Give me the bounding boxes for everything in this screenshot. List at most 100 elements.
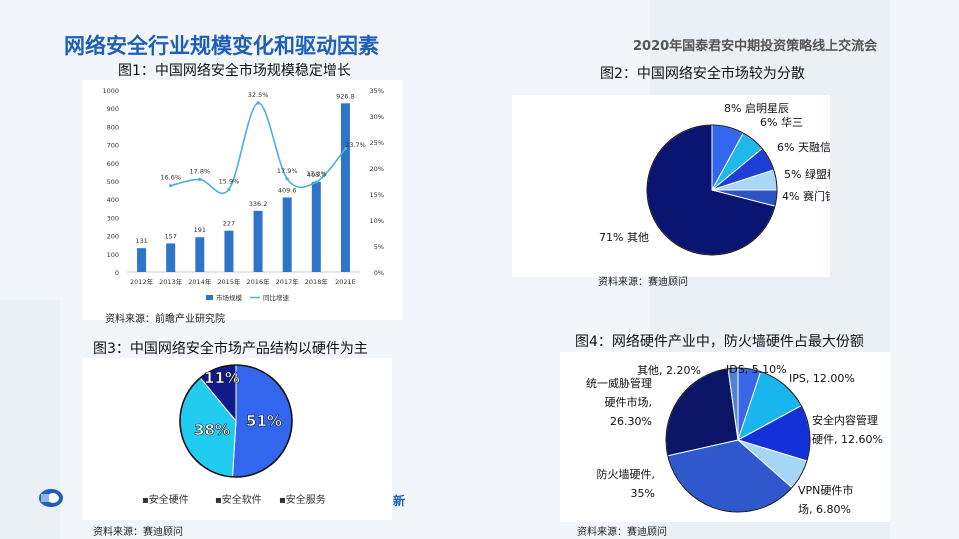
bar bbox=[340, 103, 350, 272]
pie-label: 场, 6.80% bbox=[798, 502, 851, 516]
pie-label: 5% 绿盟科技 bbox=[784, 167, 830, 181]
pie-outline bbox=[665, 367, 811, 513]
bar bbox=[224, 230, 234, 272]
bar-value-label: 495.2 bbox=[307, 171, 326, 179]
bar bbox=[253, 210, 263, 272]
pie-label: 防火墙硬件, bbox=[597, 467, 656, 481]
fig1-source: 资料来源：前瞻产业研究院 bbox=[105, 314, 225, 325]
pie-label: 其他, 2.20% bbox=[637, 364, 701, 377]
y-tick-label: 200 bbox=[107, 233, 119, 241]
bar-value-label: 336.2 bbox=[249, 200, 268, 208]
x-tick-label: 2017年 bbox=[276, 277, 300, 286]
y-tick-label: 900 bbox=[107, 105, 119, 113]
y-tick-label: 300 bbox=[107, 214, 119, 222]
x-tick-label: 2018年 bbox=[305, 277, 329, 286]
pie-label: 51% bbox=[246, 412, 282, 430]
pie-outline bbox=[646, 124, 778, 256]
pie-label: 6% 天融信 bbox=[777, 141, 830, 154]
growth-value-label: 17.8% bbox=[189, 167, 210, 175]
pie-slice bbox=[665, 368, 739, 457]
pie-label: 71% 其他 bbox=[599, 231, 649, 244]
footer-fragment: 新 bbox=[393, 494, 406, 508]
pie-label: 硬件市场, bbox=[605, 395, 653, 409]
pie-label: IDS, 5.10% bbox=[726, 363, 787, 376]
company-logo-icon bbox=[38, 488, 64, 508]
y-tick-label: 800 bbox=[107, 123, 119, 131]
pie-label: 6% 华三 bbox=[760, 115, 803, 129]
y2-tick-label: 25% bbox=[370, 139, 384, 147]
growth-value-label: 32.5% bbox=[248, 91, 269, 99]
fig3-title: 图3：中国网络安全市场产品结构以硬件为主 bbox=[93, 341, 368, 357]
pie-label: 38% bbox=[194, 421, 230, 439]
x-tick-label: 2016年 bbox=[247, 277, 271, 286]
bar bbox=[282, 197, 292, 272]
pie-label: 安全内容管理 bbox=[812, 413, 878, 427]
y2-tick-label: 10% bbox=[370, 217, 384, 225]
pie-label: 统一威胁管理 bbox=[586, 376, 652, 390]
fig2-source: 资料来源：赛迪顾问 bbox=[598, 277, 688, 288]
growth-value-label: 23.7% bbox=[345, 141, 366, 149]
bar-value-label: 227 bbox=[223, 220, 235, 228]
y-tick-label: 1000 bbox=[102, 87, 119, 95]
y2-tick-label: 0% bbox=[374, 269, 384, 277]
fig4-title: 图4：网络硬件产业中，防火墙硬件占最大份额 bbox=[575, 334, 864, 350]
growth-value-label: 15.9% bbox=[219, 177, 240, 185]
y2-tick-label: 20% bbox=[370, 165, 384, 173]
pie-label: VPN硬件市 bbox=[798, 483, 853, 497]
x-tick-label: 2013年 bbox=[159, 277, 183, 286]
pie-label: 硬件, 12.60% bbox=[812, 433, 883, 446]
legend-line-label: 同比增速 bbox=[263, 293, 290, 302]
bar-value-label: 131 bbox=[135, 237, 147, 245]
y-tick-label: 600 bbox=[107, 160, 119, 168]
bar bbox=[311, 181, 321, 272]
y2-tick-label: 15% bbox=[370, 191, 384, 199]
fig1-chart: 0 100 200 300 400 500 600 700 800 900 1000 0% 5% 10% 1… bbox=[102, 87, 384, 302]
growth-point bbox=[227, 187, 231, 191]
pie-outline bbox=[179, 364, 293, 478]
growth-value-label: 16.6% bbox=[160, 174, 181, 182]
growth-value-label: 17.9% bbox=[277, 167, 298, 175]
bar bbox=[137, 248, 147, 272]
growth-point bbox=[198, 177, 202, 182]
x-tick-label: 2015年 bbox=[217, 277, 241, 286]
y-tick-label: 100 bbox=[107, 251, 119, 259]
bar bbox=[195, 237, 205, 272]
y-tick-label: 400 bbox=[107, 196, 119, 204]
growth-point bbox=[343, 147, 348, 151]
page-subtitle: 2020年国泰君安中期投资策略线上交流会 bbox=[633, 39, 878, 54]
bar-value-label: 157 bbox=[164, 232, 176, 240]
pie-label: IPS, 12.00% bbox=[789, 372, 855, 385]
x-tick-label: 2014年 bbox=[188, 277, 212, 286]
fig4-source: 资料来源：赛迪顾问 bbox=[577, 527, 667, 538]
fig1-title: 图1：中国网络安全市场规模稳定增长 bbox=[118, 63, 351, 79]
growth-point bbox=[285, 177, 289, 181]
growth-value-label: 17.3% bbox=[306, 170, 327, 178]
y2-tick-label: 35% bbox=[370, 87, 384, 95]
growth-point bbox=[256, 101, 260, 105]
fig3-chart: 51% 38% 11% ▪安全硬件 ▪安全软件 ▪安全服务 bbox=[142, 364, 326, 506]
bar-value-label: 409.6 bbox=[278, 186, 297, 194]
fig2-title: 图2：中国网络安全市场较为分散 bbox=[600, 66, 805, 82]
pie-label: 35% bbox=[631, 487, 655, 500]
y-tick-label: 0 bbox=[115, 269, 119, 277]
growth-point bbox=[169, 184, 173, 188]
legend-bar-label: 市场规模 bbox=[216, 293, 243, 302]
y2-tick-label: 5% bbox=[374, 243, 384, 251]
pie-label: 8% 启明星辰 bbox=[724, 102, 789, 115]
pie-legend-item: ▪安全硬件 bbox=[142, 493, 189, 506]
pie-legend-item: ▪安全软件 bbox=[215, 493, 262, 506]
bar-value-label: 926.8 bbox=[336, 92, 355, 100]
bar bbox=[166, 243, 176, 272]
pie-label: 4% 赛门铁克 bbox=[782, 189, 830, 203]
growth-line bbox=[170, 102, 347, 195]
page-title: 网络安全行业规模变化和驱动因素 bbox=[64, 34, 379, 58]
growth-point bbox=[314, 180, 318, 184]
pie-label: 11% bbox=[204, 369, 240, 387]
y-tick-label: 700 bbox=[107, 142, 119, 150]
y2-tick-label: 30% bbox=[370, 113, 384, 121]
x-tick-label: 2021E bbox=[335, 278, 356, 286]
pie-label: 26.30% bbox=[610, 415, 652, 428]
y-tick-label: 500 bbox=[107, 178, 119, 186]
